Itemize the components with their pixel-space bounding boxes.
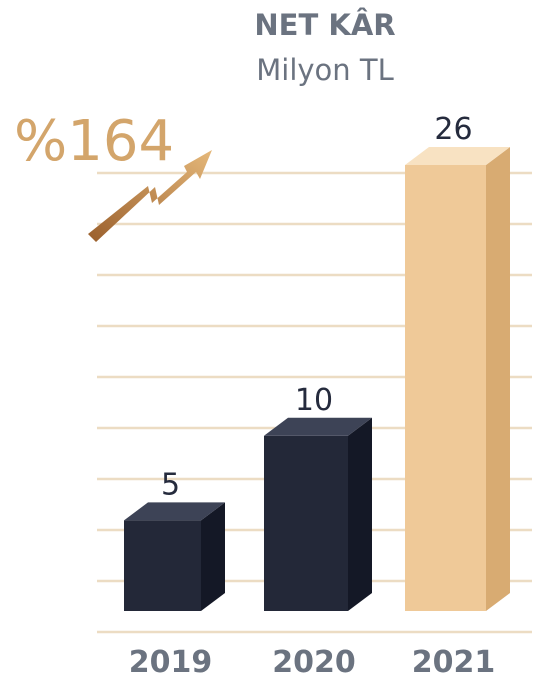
bar-front-face [124,520,201,611]
chart-title: NET KÂR [254,8,395,42]
category-labels-group: 2019 2020 2021 [129,645,496,680]
category-label-2021: 2021 [412,645,496,680]
bar-front-face [405,165,486,611]
bar-side-face [486,147,510,611]
value-label-2021: 26 [434,112,472,147]
bar-side-face [348,417,372,611]
bars-group [124,147,510,611]
bar-side-face [201,502,225,611]
bar-2020 [264,417,372,611]
growth-arrow-icon [88,150,212,242]
category-label-2019: 2019 [129,645,213,680]
value-labels-group: 5 10 26 [161,112,473,502]
bar-2019 [124,502,225,611]
chart-subtitle: Milyon TL [256,53,394,87]
bar-top-face [264,417,372,436]
bar-2021 [405,147,510,611]
value-label-2019: 5 [161,467,180,502]
growth-percentage: %164 [14,109,174,174]
category-label-2020: 2020 [272,645,356,680]
bar-front-face [264,435,348,611]
value-label-2020: 10 [295,383,333,418]
bar-top-face [124,502,225,521]
bar-top-face [405,147,510,165]
